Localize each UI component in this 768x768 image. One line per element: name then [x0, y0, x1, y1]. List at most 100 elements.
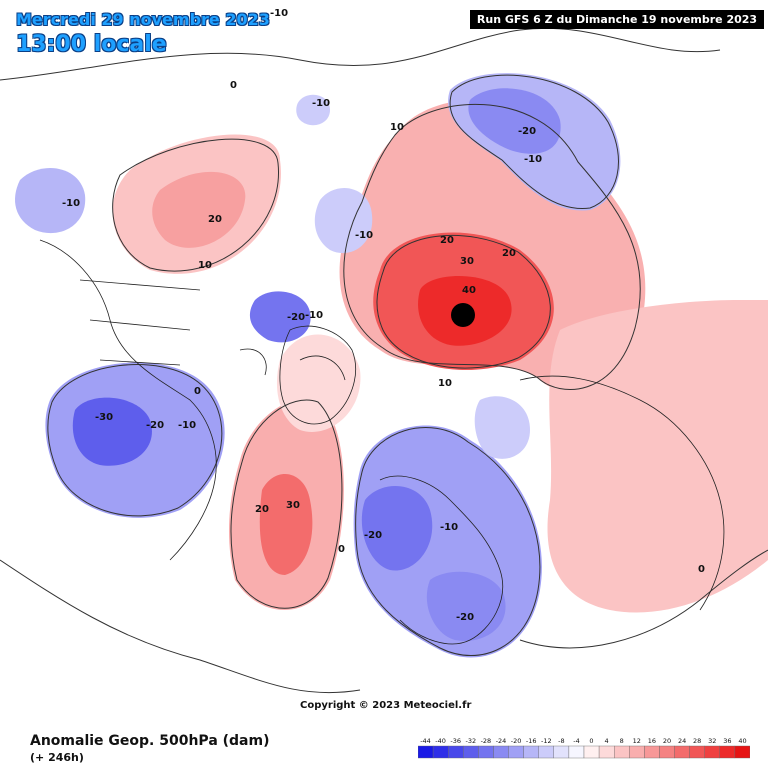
coastline-north-america — [39, 239, 217, 561]
scale-color-cell — [478, 745, 494, 759]
anomaly-zone-mediterranean-core — [426, 571, 506, 641]
scale-tick-label: -12 — [541, 737, 552, 745]
anomaly-zone-north-america-core — [72, 397, 152, 466]
contour-label: 20 — [208, 214, 222, 225]
anomaly-zone-europe-core — [361, 486, 433, 571]
contour-label: -20 — [146, 420, 164, 431]
scale-tick-label: 24 — [678, 737, 686, 745]
contour-label: 20 — [502, 248, 516, 259]
scale-color-cell — [689, 745, 705, 759]
contour-label: -20 — [518, 126, 536, 137]
scale-color-cell — [508, 745, 524, 759]
contour-label: -10 — [270, 8, 288, 19]
scale-tick-label: 40 — [738, 737, 746, 745]
scale-color-cell — [613, 745, 630, 759]
scale-tick-label: 32 — [708, 737, 716, 745]
scale-color-cell — [432, 745, 449, 759]
scale-color-cell — [704, 745, 721, 759]
scale-color-cell — [734, 745, 750, 759]
positive-anomaly-areas — [112, 99, 768, 613]
contour-line — [355, 427, 541, 656]
scale-tick-label: 28 — [693, 737, 701, 745]
contour-label: 30 — [286, 500, 300, 511]
contour-line — [376, 235, 551, 369]
border-grid-canada — [79, 279, 201, 366]
contour-line — [519, 549, 768, 649]
contour-label: 10 — [390, 122, 404, 133]
copyright-notice: Copyright © 2023 Meteociel.fr — [300, 700, 472, 711]
scale-color-cell — [568, 745, 585, 759]
legend-bar — [0, 722, 768, 768]
contour-line — [343, 103, 641, 390]
contour-label-group: -10 0 -10 10 -20 -10 -10 20 10 -10 20 30… — [62, 8, 705, 623]
contour-label: 0 — [338, 544, 345, 555]
contour-label: -10 — [178, 420, 196, 431]
contour-label: -20 — [287, 312, 305, 323]
anomaly-extreme-center — [451, 303, 475, 327]
contour-label: -30 — [95, 412, 113, 423]
scale-tick-label: 8 — [620, 737, 624, 745]
scale-tick-label: 4 — [605, 737, 609, 745]
contour-label: 0 — [194, 386, 201, 397]
forecast-lead-time: (+ 246h) — [30, 751, 84, 764]
scale-color-cell — [583, 745, 600, 759]
contour-label: 10 — [438, 378, 452, 389]
anomaly-zone-scandinavia-cold — [474, 396, 530, 459]
contour-lines — [0, 27, 768, 694]
anomaly-zone-canada-cold — [314, 188, 373, 254]
contour-label: -20 — [456, 612, 474, 623]
scale-color-cell — [719, 745, 736, 759]
scale-tick-label: -44 — [420, 737, 431, 745]
scale-tick-label: -8 — [558, 737, 564, 745]
contour-label: 20 — [255, 504, 269, 515]
scale-color-cell — [598, 745, 615, 759]
scale-color-cell — [659, 745, 675, 759]
contour-line — [0, 559, 361, 694]
anomaly-zone-greenland-warm — [276, 334, 361, 432]
anomaly-zone-alaska-cold — [15, 168, 86, 234]
coastline-europe — [379, 475, 504, 645]
scale-color-cell — [493, 745, 509, 759]
anomaly-zone-asia-warm — [547, 300, 768, 613]
map-canvas: -10 0 -10 10 -20 -10 -10 20 10 -10 20 30… — [0, 8, 768, 694]
contour-label: 40 — [462, 285, 476, 296]
contour-line — [230, 399, 343, 609]
scale-tick-label: -24 — [496, 737, 507, 745]
contour-label: -10 — [305, 310, 323, 321]
model-run-info: Run GFS 6 Z du Dimanche 19 novembre 2023 — [470, 10, 764, 29]
scale-tick-label: 0 — [589, 737, 593, 745]
scale-color-cell — [538, 745, 554, 759]
negative-anomaly-areas — [15, 73, 621, 658]
contour-label: -10 — [62, 198, 80, 209]
scale-tick-label: -4 — [573, 737, 579, 745]
scale-tick-label: 36 — [723, 737, 731, 745]
forecast-date: Mercredi 29 novembre 2023 — [16, 10, 270, 29]
coastline-greenland — [279, 325, 356, 425]
scale-color-cell — [523, 745, 539, 759]
contour-label: -10 — [312, 98, 330, 109]
scale-tick-label: -32 — [465, 737, 476, 745]
coastline-asia — [519, 375, 725, 611]
scale-tick-label: -16 — [526, 737, 537, 745]
coastlines — [39, 239, 725, 645]
contour-label: -20 — [364, 530, 382, 541]
contour-label: 0 — [230, 80, 237, 91]
anomaly-zone-pacific-warm-core — [152, 171, 246, 248]
scale-tick-label: -20 — [511, 737, 522, 745]
scale-color-cell — [553, 745, 570, 759]
contour-label: 10 — [198, 260, 212, 271]
contour-line — [449, 74, 619, 209]
contour-label: 0 — [698, 564, 705, 575]
scale-tick-label: 12 — [633, 737, 641, 745]
scale-color-cell — [644, 745, 660, 759]
scale-color-cell — [418, 745, 434, 759]
contour-label: 20 — [440, 235, 454, 246]
scale-tick-label: -36 — [450, 737, 461, 745]
parameter-title: Anomalie Geop. 500hPa (dam) — [30, 733, 270, 749]
anomaly-zone-eastasia-core — [468, 88, 561, 154]
contour-label: -10 — [355, 230, 373, 241]
scale-color-cell — [629, 745, 645, 759]
scale-color-cell — [674, 745, 690, 759]
scale-color-cell — [448, 745, 464, 759]
